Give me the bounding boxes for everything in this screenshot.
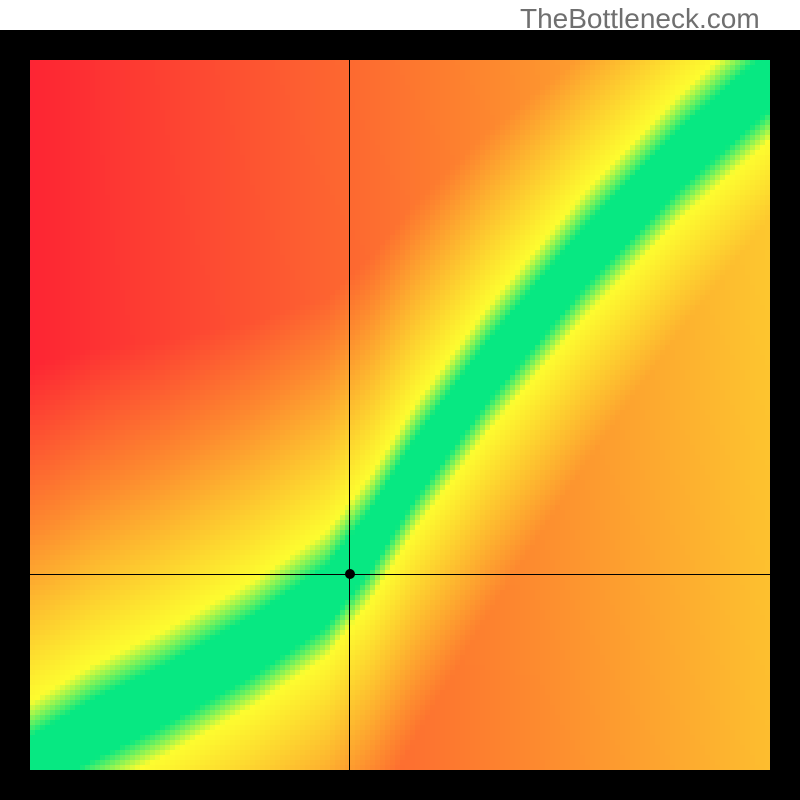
heatmap-plot (30, 60, 770, 770)
crosshair-vline (349, 60, 350, 770)
frame-top (0, 30, 800, 60)
chart-container: { "chart": { "type": "heatmap", "source_… (0, 0, 800, 800)
frame-bottom (0, 770, 800, 800)
frame-left (0, 30, 30, 800)
heatmap-canvas (30, 60, 770, 770)
frame-right (770, 30, 800, 800)
crosshair-marker (345, 569, 355, 579)
crosshair-hline (30, 574, 770, 575)
